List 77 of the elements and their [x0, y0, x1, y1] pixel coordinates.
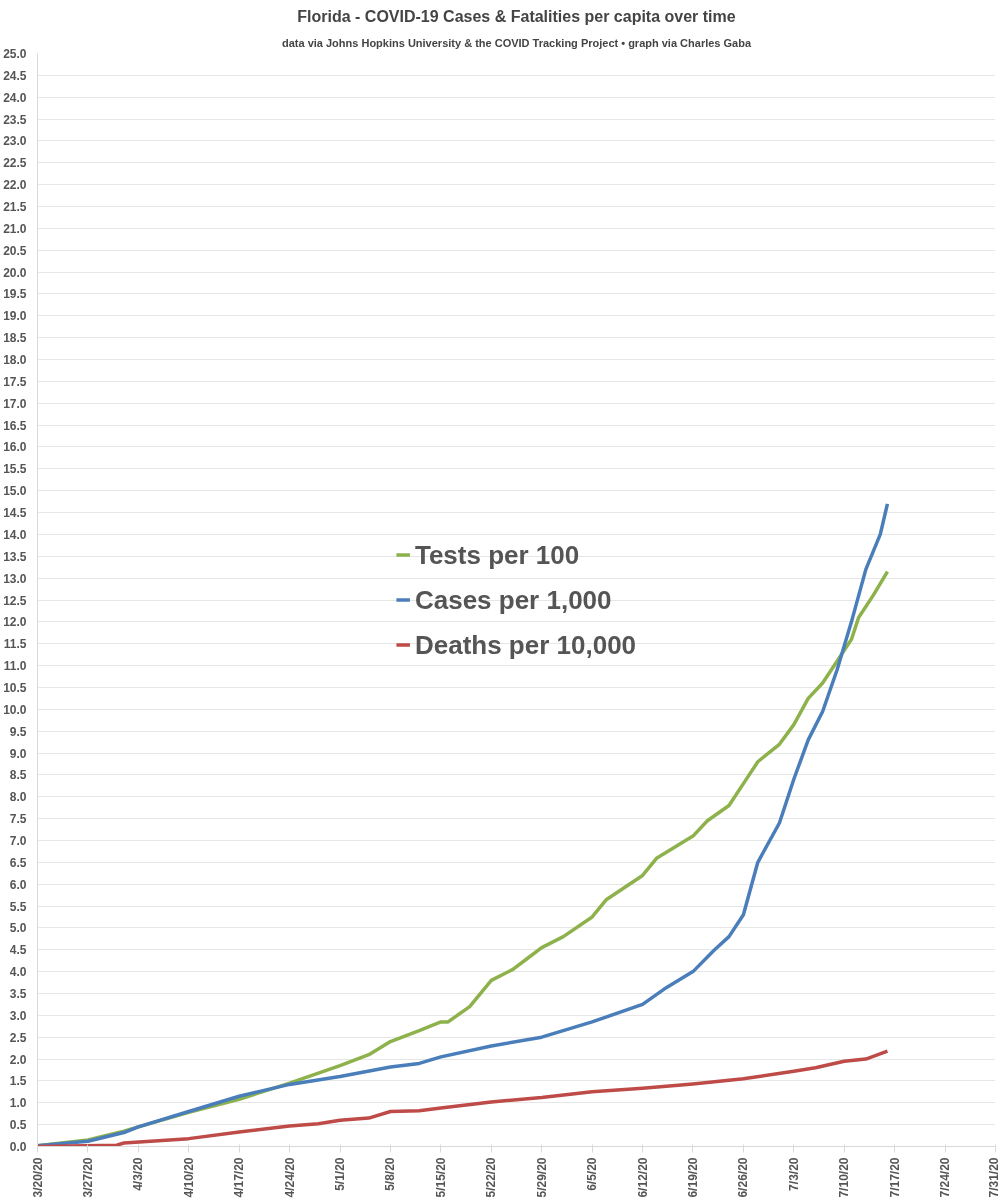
y-tick-label: 16.0: [3, 440, 27, 455]
y-tick-label: 4.0: [9, 965, 27, 980]
x-tick-label: 6/12/20: [635, 1157, 650, 1198]
chart-subtitle: data via Johns Hopkins University & the COVID Tracking Project • graph via Charles Gaba: [281, 36, 752, 49]
y-tick-label: 1.5: [9, 1074, 27, 1089]
y-tick-label: 24.5: [3, 68, 27, 83]
y-tick-label: 18.0: [3, 353, 27, 368]
x-tick-label: 7/24/20: [938, 1157, 953, 1198]
x-tick-label: 4/10/20: [181, 1157, 196, 1198]
y-tick-label: 22.5: [3, 156, 27, 171]
y-tick-label: 15.0: [3, 484, 27, 499]
x-tick-label: 7/3/20: [786, 1157, 801, 1191]
y-tick-label: 18.5: [3, 331, 27, 346]
y-tick-label: 7.5: [9, 812, 27, 827]
line-series: [37, 1049, 890, 1147]
y-tick-label: 8.0: [9, 790, 27, 805]
y-tick-label: 20.0: [3, 265, 27, 280]
y-tick-label: 23.0: [3, 134, 27, 149]
y-tick-label: 12.0: [3, 615, 27, 630]
y-tick-label: 22.0: [3, 178, 27, 193]
y-tick-label: 14.0: [3, 527, 27, 542]
x-tick-label: 7/17/20: [887, 1157, 902, 1198]
y-tick-label: 3.5: [9, 986, 27, 1001]
x-tick-label: 5/29/20: [534, 1157, 549, 1198]
y-tick-label: 16.5: [3, 418, 27, 433]
x-tick-label: 7/31/20: [986, 1157, 1000, 1198]
y-tick-label: 7.0: [9, 833, 27, 848]
y-tick-label: 6.5: [9, 855, 27, 870]
y-tick-label: 5.5: [9, 899, 27, 914]
y-tick-label: 8.5: [9, 768, 27, 783]
y-tick-label: 13.0: [3, 571, 27, 586]
y-tick-label: 5.0: [9, 921, 27, 936]
y-tick-label: 17.0: [3, 396, 27, 411]
y-tick-label: 17.5: [3, 374, 27, 389]
y-tick-label: 9.5: [9, 724, 27, 739]
y-tick-label: 19.0: [3, 309, 27, 324]
x-tick-label: 4/3/20: [131, 1157, 146, 1191]
y-tick-label: 2.0: [9, 1052, 27, 1067]
legend-label: Tests per 100: [414, 539, 580, 570]
y-tick-label: 25.0: [3, 47, 27, 61]
x-tick-label: 5/22/20: [484, 1157, 499, 1198]
y-tick-label: 9.0: [9, 746, 27, 761]
y-tick-label: 12.5: [3, 593, 27, 608]
x-tick-label: 3/27/20: [80, 1157, 95, 1198]
y-tick-label: 14.5: [3, 506, 27, 521]
y-tick-label: 21.5: [3, 200, 27, 215]
x-tick-label: 5/8/20: [383, 1157, 398, 1191]
x-tick-label: 6/26/20: [736, 1157, 751, 1198]
chart-title: Florida - COVID-19 Cases & Fatalities per capita over time: [297, 7, 736, 25]
y-tick-label: 3.0: [9, 1008, 27, 1023]
y-tick-label: 0.0: [9, 1140, 27, 1154]
y-tick-label: 15.5: [3, 462, 27, 477]
y-tick-label: 6.0: [9, 877, 27, 892]
y-tick-label: 23.5: [3, 112, 27, 127]
x-tick-label: 4/17/20: [232, 1157, 247, 1198]
y-tick-label: 11.5: [3, 637, 27, 652]
y-tick-label: 1.0: [9, 1096, 27, 1111]
x-tick-label: 3/20/20: [30, 1157, 45, 1198]
y-tick-label: 21.0: [3, 221, 27, 236]
y-tick-label: 10.5: [3, 680, 27, 695]
y-tick-label: 4.5: [9, 943, 27, 958]
x-tick-label: 6/5/20: [585, 1157, 600, 1191]
x-tick-label: 4/24/20: [282, 1157, 297, 1198]
y-tick-label: 0.5: [9, 1118, 27, 1133]
y-tick-label: 24.0: [3, 90, 27, 105]
x-tick-label: 5/1/20: [333, 1157, 348, 1191]
y-tick-label: 13.5: [3, 549, 27, 564]
y-tick-label: 20.5: [3, 243, 27, 258]
y-tick-label: 10.0: [3, 702, 27, 717]
legend-label: Cases per 1,000: [414, 584, 612, 615]
y-tick-label: 2.5: [9, 1030, 27, 1045]
x-tick-label: 7/10/20: [837, 1157, 852, 1198]
y-tick-label: 19.5: [3, 287, 27, 302]
legend-label: Deaths per 10,000: [414, 629, 637, 660]
x-tick-label: 6/19/20: [685, 1157, 700, 1198]
y-tick-label: 11.0: [3, 659, 27, 674]
x-tick-label: 5/15/20: [433, 1157, 448, 1198]
